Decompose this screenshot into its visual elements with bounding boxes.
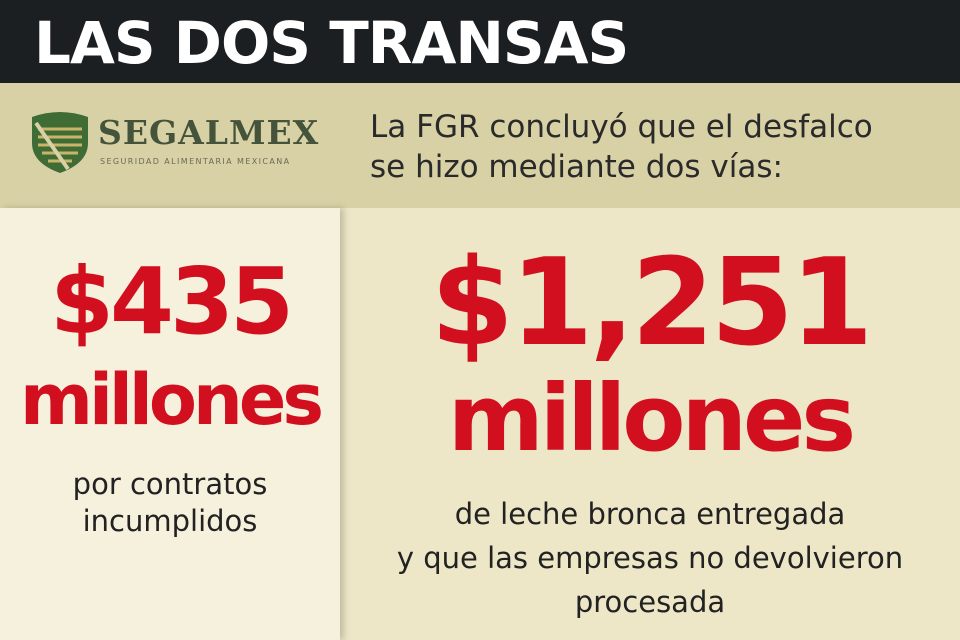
title: LAS DOS TRANSAS bbox=[34, 9, 629, 77]
description: de leche bronca entregada y que las empr… bbox=[340, 492, 960, 624]
unit: millones bbox=[447, 365, 856, 472]
amount: $1,251 bbox=[430, 234, 873, 373]
logo-icon bbox=[32, 112, 88, 173]
description-line: procesada bbox=[574, 585, 726, 619]
logo-name: SEGALMEX bbox=[98, 113, 320, 152]
panel: $435 millones por contratos incumplidos bbox=[0, 208, 340, 640]
description-line: de leche bronca entregada bbox=[454, 497, 846, 531]
unit: millones bbox=[20, 359, 324, 441]
header: LAS DOS TRANSAS bbox=[0, 0, 960, 83]
intro-line: se hizo mediante dos vías: bbox=[370, 149, 783, 185]
amount: $435 bbox=[49, 248, 294, 355]
panel: $1,251 millones de leche bronca entregad… bbox=[340, 208, 960, 640]
intro-band: SEGALMEX SEGURIDAD ALIMENTARIA MEXICANA … bbox=[0, 83, 960, 208]
description-line: incumplidos bbox=[82, 504, 258, 538]
logo-tagline: SEGURIDAD ALIMENTARIA MEXICANA bbox=[100, 157, 291, 166]
intro: La FGR concluyó que el desfalco se hizo … bbox=[370, 107, 873, 187]
description-line: por contratos bbox=[72, 467, 268, 501]
description: por contratos incumplidos bbox=[0, 466, 340, 540]
intro-line: La FGR concluyó que el desfalco bbox=[370, 109, 873, 145]
description-line: y que las empresas no devolvieron bbox=[396, 541, 904, 575]
